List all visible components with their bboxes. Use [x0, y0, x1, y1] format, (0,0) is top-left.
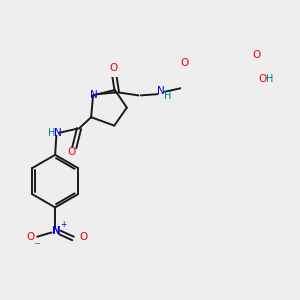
Text: N: N — [90, 90, 98, 100]
Text: H: H — [49, 128, 56, 138]
Text: +: + — [60, 220, 67, 229]
Text: O: O — [80, 232, 88, 242]
Text: O: O — [252, 50, 260, 60]
Text: −: − — [33, 239, 40, 248]
Text: O: O — [259, 74, 267, 84]
Text: N: N — [52, 226, 61, 236]
Text: O: O — [110, 63, 118, 73]
Text: O: O — [67, 148, 75, 158]
Text: H: H — [164, 91, 171, 101]
Text: N: N — [157, 85, 165, 96]
Text: N: N — [54, 128, 62, 138]
Text: O: O — [180, 58, 189, 68]
Text: O: O — [26, 232, 34, 242]
Text: H: H — [266, 74, 274, 84]
